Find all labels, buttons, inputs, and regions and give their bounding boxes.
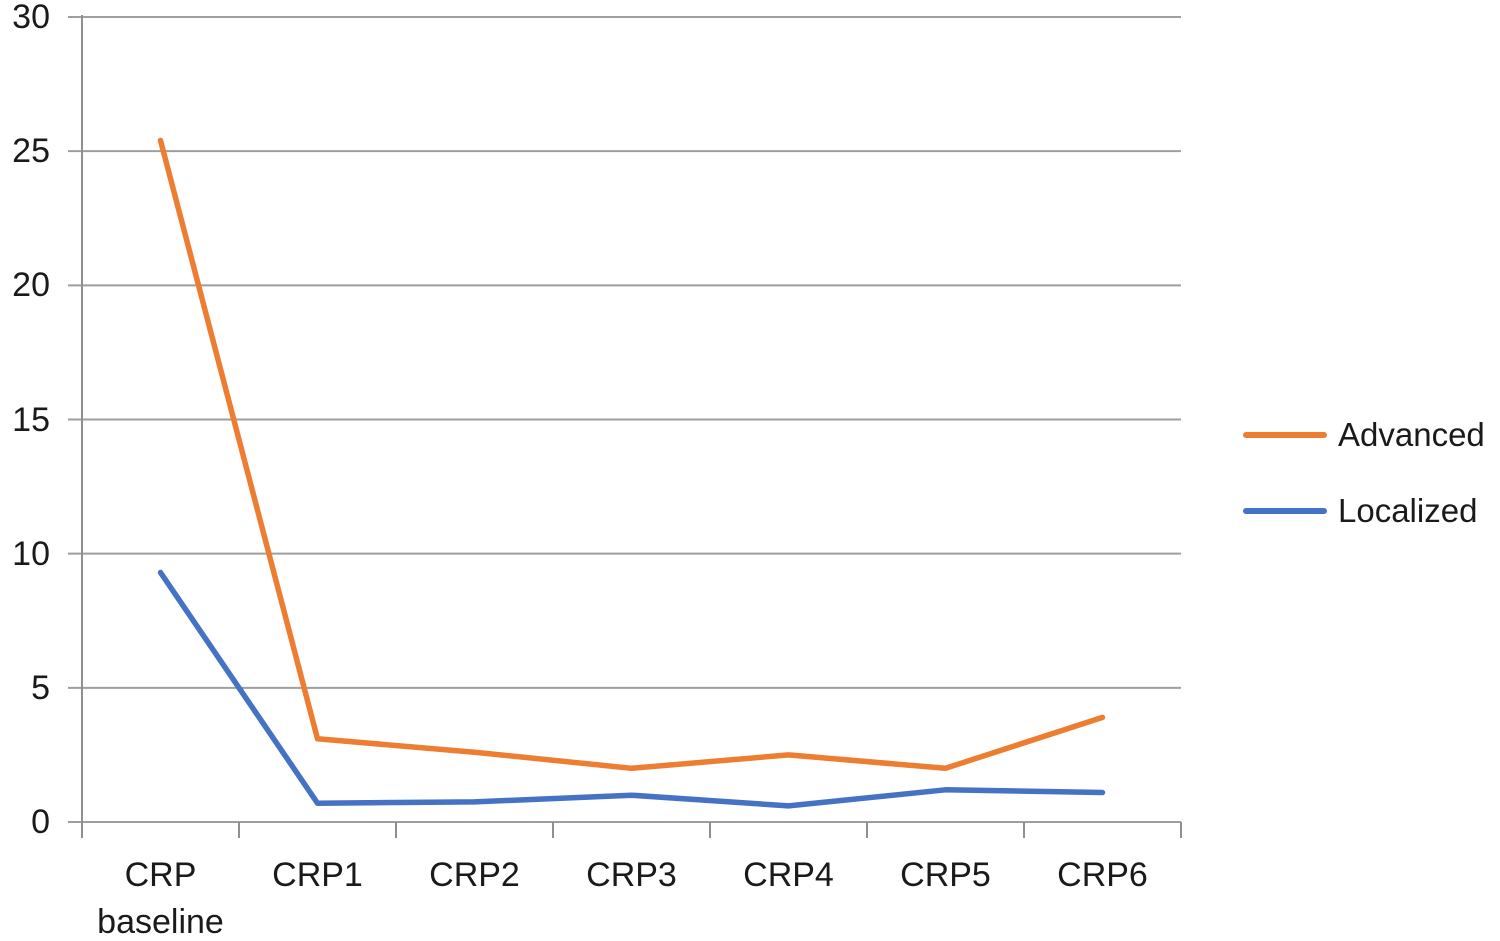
y-axis-tick-label-20: 20 (12, 266, 50, 305)
y-axis-tick-label-0: 0 (31, 803, 50, 841)
legend-item-localized: Localized (1243, 489, 1477, 533)
legend-label-localized: Localized (1338, 492, 1478, 529)
x-axis-category-label-1: CRP baseline (97, 856, 224, 941)
series-line-advanced (157, 137, 1106, 772)
x-axis-category-label-5: CRP4 (743, 856, 834, 894)
y-axis-tick-label-5: 5 (31, 668, 50, 707)
legend-label-advanced: Advanced (1338, 416, 1485, 453)
x-axis-category-label-2: CRP1 (272, 856, 363, 894)
legend-item-advanced: Advanced (1243, 413, 1485, 457)
legend-line-swatch-localized (1243, 508, 1327, 514)
y-axis-tick-label-25: 25 (12, 132, 50, 171)
x-axis-category-label-4: CRP3 (586, 856, 677, 894)
series-line-localized (157, 569, 1106, 809)
x-axis-category-label-3: CRP2 (429, 856, 520, 894)
y-axis-tick-label-30: 30 (12, 0, 50, 36)
legend-line-swatch-advanced (1243, 432, 1327, 438)
y-axis-tick-label-10: 10 (12, 534, 50, 573)
x-axis-category-label-7: CRP6 (1057, 856, 1148, 894)
y-axis-tick-label-15: 15 (12, 400, 50, 439)
x-axis-category-label-6: CRP5 (900, 856, 991, 894)
